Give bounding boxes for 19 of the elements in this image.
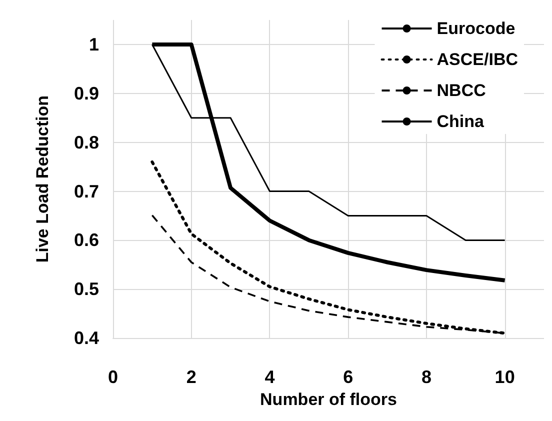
legend-label: Eurocode bbox=[436, 19, 516, 38]
legend-label: ASCE/IBC bbox=[436, 50, 518, 69]
y-tick-label: 0.8 bbox=[74, 132, 99, 152]
y-tick-label: 0.6 bbox=[74, 230, 99, 250]
y-tick-label: 1 bbox=[88, 34, 99, 54]
y-tick-label: 0.5 bbox=[74, 279, 99, 300]
y-axis-title: Live Load Reduction bbox=[33, 95, 52, 263]
y-tick-label: 0.4 bbox=[74, 328, 99, 348]
y-tick-label: 0.7 bbox=[74, 181, 99, 202]
x-axis-title: Number of floors bbox=[260, 390, 397, 409]
x-tick-label: 10 bbox=[494, 367, 515, 388]
x-tick-label: 2 bbox=[186, 367, 196, 388]
x-tick-label: 6 bbox=[343, 367, 354, 388]
legend-label: China bbox=[436, 112, 485, 131]
x-tick-label: 4 bbox=[264, 367, 275, 388]
y-tick-label: 0.9 bbox=[74, 83, 99, 104]
x-tick-label: 0 bbox=[108, 367, 118, 388]
legend-label: NBCC bbox=[436, 81, 486, 100]
x-tick-label: 8 bbox=[421, 367, 432, 388]
